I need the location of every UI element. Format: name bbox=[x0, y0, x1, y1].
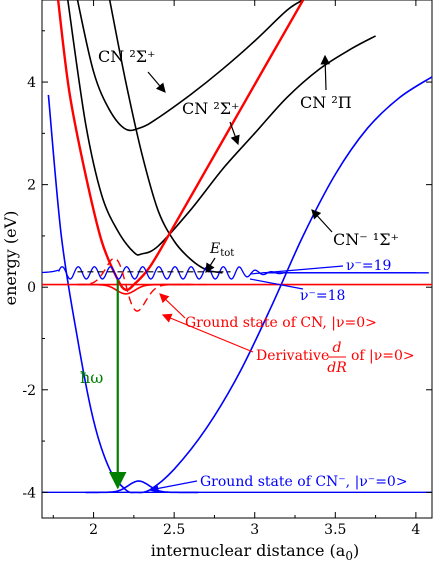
label-ground-cn: Ground state of CN, |ν=0> bbox=[185, 315, 377, 331]
label-cn-sigma-upper: CN ²Σ⁺ bbox=[98, 47, 156, 66]
axis-ticks: 2 2.5 3 3.5 4 -4 -2 0 2 4 bbox=[22, 0, 432, 538]
label-derivative-den: dR bbox=[327, 360, 347, 376]
x-tick-label: 2.5 bbox=[163, 522, 185, 538]
label-v19: ν⁻=19 bbox=[346, 258, 391, 274]
label-derivative-post: of |ν=0> bbox=[351, 348, 415, 364]
label-cn-anion: CN⁻ ¹Σ⁺ bbox=[333, 230, 399, 249]
label-derivative-num: d bbox=[333, 340, 342, 356]
y-tick-label: 4 bbox=[27, 75, 36, 91]
x-tick-label: 3 bbox=[250, 522, 259, 538]
y-tick-label: -4 bbox=[22, 485, 36, 501]
pointer-etot bbox=[205, 257, 216, 274]
series-cn_anion bbox=[47, 76, 432, 494]
label-v18: ν⁻=18 bbox=[300, 288, 345, 304]
pointer-ground-anion bbox=[148, 480, 198, 494]
y-tick-label: -2 bbox=[22, 383, 36, 399]
x-tick-label: 2 bbox=[89, 522, 98, 538]
pointer-cn-sigma-upper bbox=[147, 71, 166, 93]
series-cn_pi bbox=[108, 0, 223, 274]
pointer-cn-sigma-lower bbox=[229, 121, 240, 146]
plot-frame bbox=[41, 0, 433, 519]
pointer-v19 bbox=[249, 265, 344, 275]
label-hbar-omega: ħω bbox=[80, 368, 103, 387]
x-axis-title: internuclear distance (a0) bbox=[151, 541, 359, 563]
label-derivative: Derivative bbox=[256, 348, 329, 364]
pointer-cn-pi bbox=[320, 54, 331, 91]
y-tick-label: 0 bbox=[27, 280, 36, 296]
ground-cn-wavefunction bbox=[77, 283, 191, 295]
y-tick-label: 2 bbox=[27, 178, 36, 194]
label-cn-sigma-lower: CN ²Σ⁺ bbox=[182, 99, 240, 118]
label-etot: Etot bbox=[209, 241, 234, 259]
pointer-v18 bbox=[249, 278, 304, 290]
pointer-derivative bbox=[161, 313, 254, 353]
series-cn_sigma_lower bbox=[67, 0, 376, 256]
series-cn_ground bbox=[56, 0, 305, 292]
pointer-cn-anion bbox=[311, 209, 333, 233]
series-cn_sigma_upper bbox=[76, 0, 304, 132]
x-tick-label: 3.5 bbox=[324, 522, 346, 538]
anion-ground-wavefunction bbox=[85, 480, 199, 494]
series-curves bbox=[42, 0, 432, 494]
y-axis-title: energy (eV) bbox=[1, 211, 20, 306]
pointer-ground-cn bbox=[159, 293, 186, 319]
label-cn-pi: CN ²Π bbox=[300, 93, 352, 112]
x-tick-label: 4 bbox=[411, 522, 420, 538]
label-ground-anion: Ground state of CN⁻, |ν⁻=0> bbox=[200, 474, 408, 490]
